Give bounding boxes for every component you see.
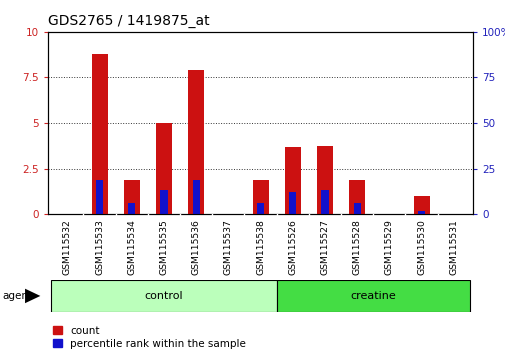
Text: GSM115531: GSM115531 [448, 219, 458, 275]
Bar [91, 54, 108, 214]
Text: GSM115533: GSM115533 [95, 219, 104, 275]
Text: GSM115537: GSM115537 [223, 219, 232, 275]
Text: GSM115535: GSM115535 [159, 219, 168, 275]
Bar [284, 147, 300, 214]
Bar [257, 203, 264, 214]
Text: GSM115527: GSM115527 [320, 219, 329, 275]
Bar [321, 190, 328, 214]
Bar [192, 179, 199, 214]
Bar [316, 146, 332, 214]
Bar [417, 211, 424, 214]
Text: GSM115528: GSM115528 [352, 219, 361, 275]
Legend: count, percentile rank within the sample: count, percentile rank within the sample [53, 326, 245, 349]
Text: GSM115530: GSM115530 [416, 219, 425, 275]
Bar [353, 203, 360, 214]
Text: GSM115538: GSM115538 [256, 219, 265, 275]
Text: creatine: creatine [350, 291, 395, 301]
Bar [51, 280, 276, 312]
Text: GSM115529: GSM115529 [384, 219, 393, 275]
Bar [288, 192, 296, 214]
Bar [413, 196, 429, 214]
Bar [188, 70, 204, 214]
Text: GSM115536: GSM115536 [191, 219, 200, 275]
Text: agent: agent [3, 291, 33, 301]
Bar [156, 123, 172, 214]
Text: GSM115534: GSM115534 [127, 219, 136, 275]
Bar [128, 203, 135, 214]
Bar [124, 181, 139, 214]
Text: GDS2765 / 1419875_at: GDS2765 / 1419875_at [48, 14, 209, 28]
Text: GSM115526: GSM115526 [288, 219, 297, 275]
Bar [348, 181, 365, 214]
Text: control: control [144, 291, 183, 301]
Polygon shape [25, 289, 40, 303]
Bar [252, 179, 268, 214]
Bar [160, 190, 167, 214]
Bar [96, 179, 103, 214]
Text: GSM115532: GSM115532 [63, 219, 72, 275]
Bar [276, 280, 469, 312]
